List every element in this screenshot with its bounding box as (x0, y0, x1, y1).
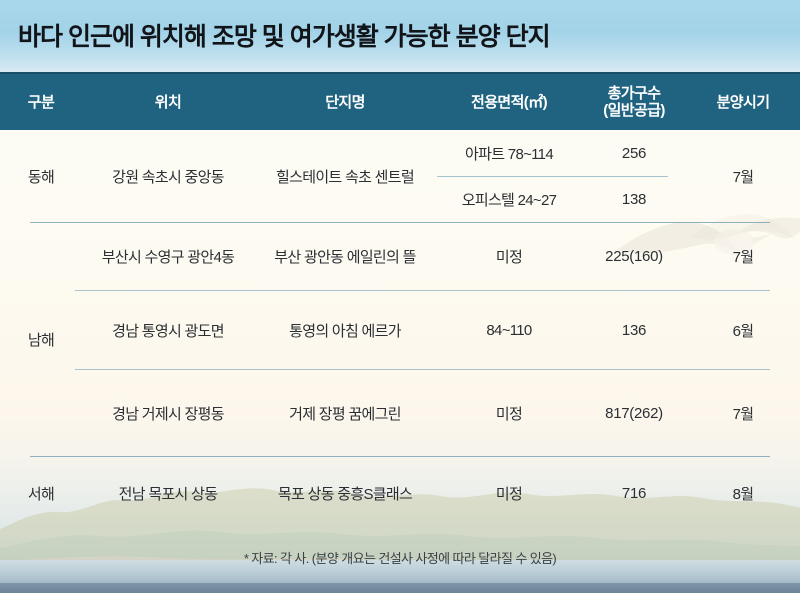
cell-total-units: 136 (621, 321, 647, 339)
title-bar: 바다 인근에 위치해 조망 및 여가생활 가능한 분양 단지 (0, 0, 800, 72)
cell-sale-timing: 6월 (732, 322, 754, 340)
cell-total-units: 716 (621, 485, 647, 502)
cell-area: 84~110 (486, 321, 532, 339)
group-divider (30, 456, 770, 457)
source-footnote: * 자료: 각 사. (분양 개요는 건설사 사정에 따라 달라질 수 있음) (243, 551, 557, 566)
seagull-secondary-icon (692, 214, 796, 240)
column-header-total-units-line2: (일반공급) (603, 102, 665, 119)
cell-location: 경남 통영시 광도면 (112, 322, 224, 340)
cell-area: 미정 (495, 405, 523, 423)
cell-sale-timing: 7월 (732, 405, 754, 423)
page-title: 바다 인근에 위치해 조망 및 여가생활 가능한 분양 단지 (18, 23, 551, 51)
cell-group: 남해 (27, 331, 55, 349)
cell-complex-name: 힐스테이트 속초 센트럴 (276, 168, 415, 186)
table-row: 경남 통영시 광도면 통영의 아침 에르가 84~110 136 6월 (0, 291, 800, 369)
table-header-row: 구분 위치 단지명 전용면적(㎡) 총가구수 (일반공급) 분양시기 (0, 72, 800, 130)
group-divider (30, 222, 770, 223)
column-header-area: 전용면적(㎡) (471, 94, 548, 112)
table-row: 경남 거제시 장평동 거제 장평 꿈에그린 미정 817(262) 7월 (0, 370, 800, 456)
water-edge-strip (0, 583, 800, 593)
table-body: 동해 강원 속초시 중앙동 힐스테이트 속초 센트럴 아파트 78~114 25… (0, 130, 800, 530)
cell-area-sub-1: 아파트 78~114 (465, 145, 554, 163)
column-header-complex-name: 단지명 (325, 94, 365, 112)
cell-location: 부산시 수영구 광안4동 (101, 249, 235, 266)
cell-sale-timing: 7월 (732, 249, 754, 266)
column-header-total-units-line1: 총가구수 (607, 85, 661, 103)
seagull-icon (616, 217, 800, 256)
column-header-group: 구분 (27, 94, 55, 112)
table-row: 동해 강원 속초시 중앙동 힐스테이트 속초 센트럴 아파트 78~114 25… (0, 130, 800, 222)
sub-row-divider (437, 176, 668, 177)
cell-area-sub-2: 오피스텔 24~27 (461, 191, 557, 209)
cell-total-units: 817(262) (605, 404, 663, 422)
row-divider (75, 369, 770, 370)
cell-group: 동해 (27, 168, 55, 186)
cell-units-sub-1: 256 (621, 144, 647, 162)
cell-sale-timing: 7월 (732, 168, 754, 186)
row-divider (75, 290, 770, 291)
cell-area: 미정 (495, 249, 523, 266)
cell-complex-name: 거제 장평 꿈에그린 (289, 405, 401, 423)
cell-group: 서해 (27, 486, 55, 503)
cell-sale-timing: 8월 (732, 486, 754, 503)
cell-complex-name: 목포 상동 중흥S클래스 (277, 486, 413, 503)
cell-location: 경남 거제시 장평동 (112, 405, 224, 423)
cell-complex-name: 통영의 아침 에르가 (289, 322, 401, 340)
cell-complex-name: 부산 광안동 에일린의 뜰 (274, 249, 416, 266)
cell-location: 강원 속초시 중앙동 (112, 168, 224, 186)
cell-location: 전남 목포시 상동 (118, 486, 218, 503)
column-header-sale-timing: 분양시기 (716, 94, 770, 112)
table-row: 서해 전남 목포시 상동 목포 상동 중흥S클래스 미정 716 8월 (0, 457, 800, 530)
table-row: 부산시 수영구 광안4동 부산 광안동 에일린의 뜰 미정 225(160) 7… (0, 223, 800, 290)
cell-total-units: 225(160) (605, 248, 663, 265)
cell-area: 미정 (495, 486, 523, 503)
column-header-location: 위치 (154, 94, 182, 112)
cell-units-sub-2: 138 (621, 190, 647, 208)
sky-background (0, 0, 800, 72)
column-header-total-units: 총가구수 (일반공급) (582, 74, 686, 132)
